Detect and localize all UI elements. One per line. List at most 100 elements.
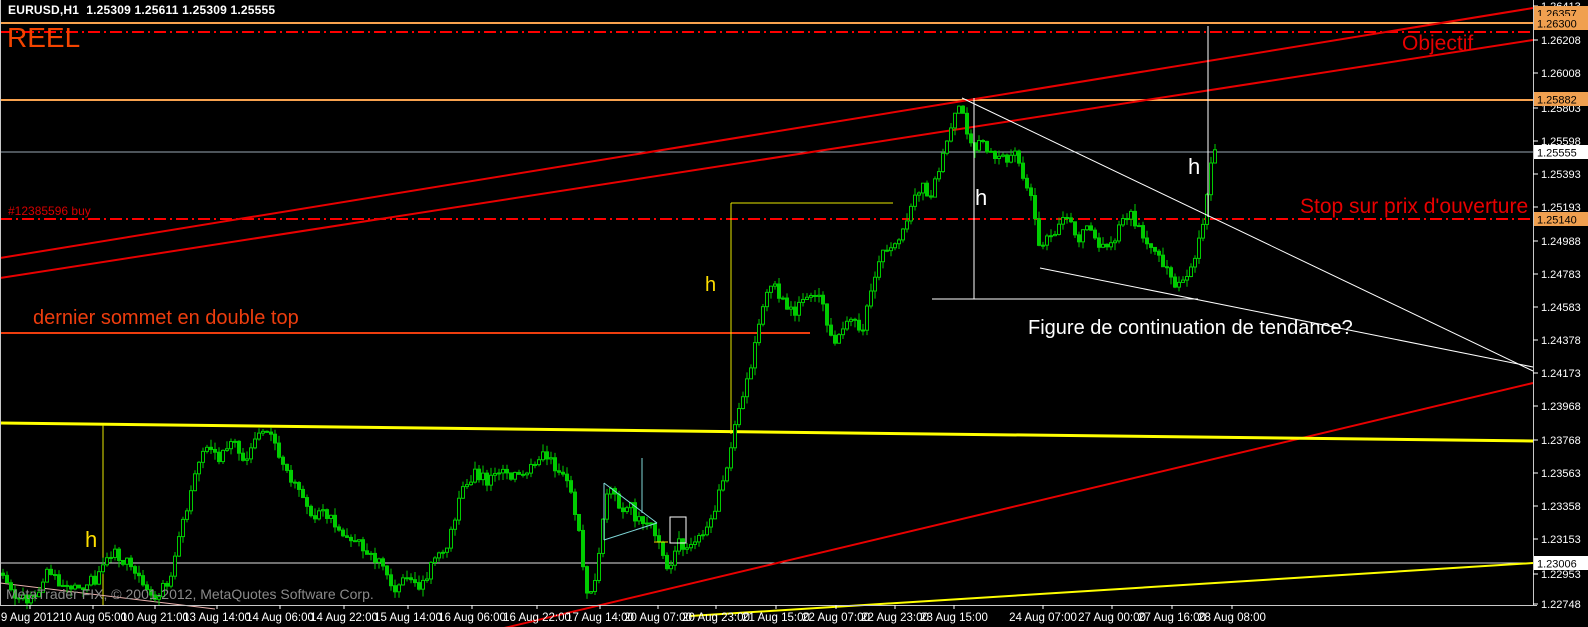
- candle: [1153, 246, 1157, 255]
- candle: [1193, 255, 1197, 273]
- candle: [161, 579, 165, 598]
- candle: [765, 289, 769, 312]
- red-rising-support[interactable]: [500, 382, 1534, 627]
- label-figure-continuation[interactable]: Figure de continuation de tendance?: [1028, 317, 1353, 339]
- candle: [637, 511, 641, 525]
- candle: [521, 470, 525, 478]
- price-axis-label: 1.26008: [1541, 68, 1581, 80]
- candle: [297, 481, 301, 497]
- time-axis-label: 16 Aug 22:00: [503, 612, 571, 624]
- candle: [1137, 222, 1141, 228]
- orange-price-tag: [1534, 212, 1588, 226]
- candle: [597, 547, 601, 584]
- candle: [697, 532, 701, 547]
- candle: [1165, 260, 1169, 275]
- candle: [1173, 273, 1177, 289]
- label-buy-ticket[interactable]: #12385596 buy: [8, 204, 91, 218]
- candle: [1185, 269, 1189, 287]
- candle: [1145, 230, 1149, 250]
- candle: [173, 551, 177, 580]
- candle: [1089, 222, 1093, 231]
- wedge-lower-line[interactable]: [1039, 267, 1534, 368]
- label-h-right[interactable]: h: [1188, 154, 1200, 179]
- red-channel-upper[interactable]: [0, 7, 1534, 259]
- candle: [737, 402, 741, 428]
- label-dernier-sommet[interactable]: dernier sommet en double top: [33, 307, 299, 329]
- price-axis[interactable]: 1.264131.262081.260081.258031.255981.253…: [1533, 1, 1588, 611]
- price-axis-label: 1.22748: [1541, 599, 1581, 611]
- candle: [685, 543, 689, 554]
- candle: [1001, 152, 1005, 158]
- candle: [541, 444, 545, 462]
- candle: [749, 364, 753, 380]
- price-tag-label: 1.25882: [1537, 95, 1577, 107]
- candle: [1109, 236, 1113, 251]
- candle: [373, 547, 377, 570]
- candle: [57, 570, 61, 587]
- time-axis-label: 21 Aug 15:00: [742, 612, 810, 624]
- candle: [337, 524, 341, 532]
- candle: [669, 560, 673, 574]
- label-objectif[interactable]: Objectif: [1402, 32, 1473, 55]
- candle: [1061, 211, 1065, 230]
- label-stop-ouverture[interactable]: Stop sur prix d'ouverture: [1300, 195, 1528, 218]
- candle: [829, 317, 833, 337]
- candle: [1117, 220, 1121, 244]
- candle: [753, 335, 757, 376]
- candle: [509, 472, 513, 481]
- candle: [869, 283, 873, 309]
- candle: [41, 578, 45, 593]
- candle: [433, 556, 437, 567]
- label-h-peak[interactable]: h: [975, 185, 987, 210]
- horizontal-level-lines[interactable]: [0, 22, 1533, 564]
- candle: [1133, 204, 1137, 230]
- candle: [237, 440, 241, 461]
- candle: [9, 579, 13, 592]
- candle: [853, 317, 857, 328]
- candle: [821, 291, 825, 312]
- pink-trendline[interactable]: [0, 582, 216, 610]
- candle: [569, 475, 573, 494]
- red-channel-lower[interactable]: [0, 39, 1534, 279]
- candle: [261, 428, 265, 436]
- candle: [913, 188, 917, 211]
- candle: [1161, 247, 1165, 268]
- label-h-mid[interactable]: h: [705, 274, 716, 296]
- candle: [45, 567, 49, 583]
- candle: [265, 430, 269, 433]
- candle: [917, 191, 921, 202]
- candle: [389, 568, 393, 591]
- candle: [1025, 174, 1029, 191]
- price-tag-label: 1.23006: [1537, 559, 1577, 571]
- white-price-tag: [1534, 556, 1588, 570]
- price-axis-label: 1.24783: [1541, 269, 1581, 281]
- candle: [593, 573, 597, 596]
- yellow-horizontal-support[interactable]: [0, 421, 1534, 443]
- candle: [137, 565, 141, 583]
- candle: [329, 514, 333, 524]
- white-measure-box[interactable]: [669, 516, 687, 544]
- candle: [817, 288, 821, 303]
- candle: [841, 321, 845, 340]
- pennant-upper-line[interactable]: [603, 482, 658, 524]
- candle: [565, 467, 569, 488]
- wedge-upper-line[interactable]: [961, 97, 1534, 372]
- candle: [413, 571, 417, 587]
- label-h-left[interactable]: h: [85, 527, 97, 552]
- chart-title: EURUSD,H1 1.25309 1.25611 1.25309 1.2555…: [8, 3, 276, 17]
- label-reel[interactable]: REEL: [7, 22, 80, 53]
- yellow-rising-support[interactable]: [689, 562, 1534, 617]
- candle: [809, 292, 813, 303]
- trendlines-front[interactable]: [603, 26, 1534, 544]
- candle: [741, 391, 745, 410]
- candle: [225, 441, 229, 453]
- candle: [561, 465, 565, 477]
- candle: [145, 581, 149, 593]
- candle: [681, 538, 685, 557]
- pennant-lower-line[interactable]: [603, 522, 658, 541]
- orange-price-tag: [1534, 92, 1588, 106]
- candle: [777, 277, 781, 303]
- trendlines-behind[interactable]: [0, 7, 1534, 627]
